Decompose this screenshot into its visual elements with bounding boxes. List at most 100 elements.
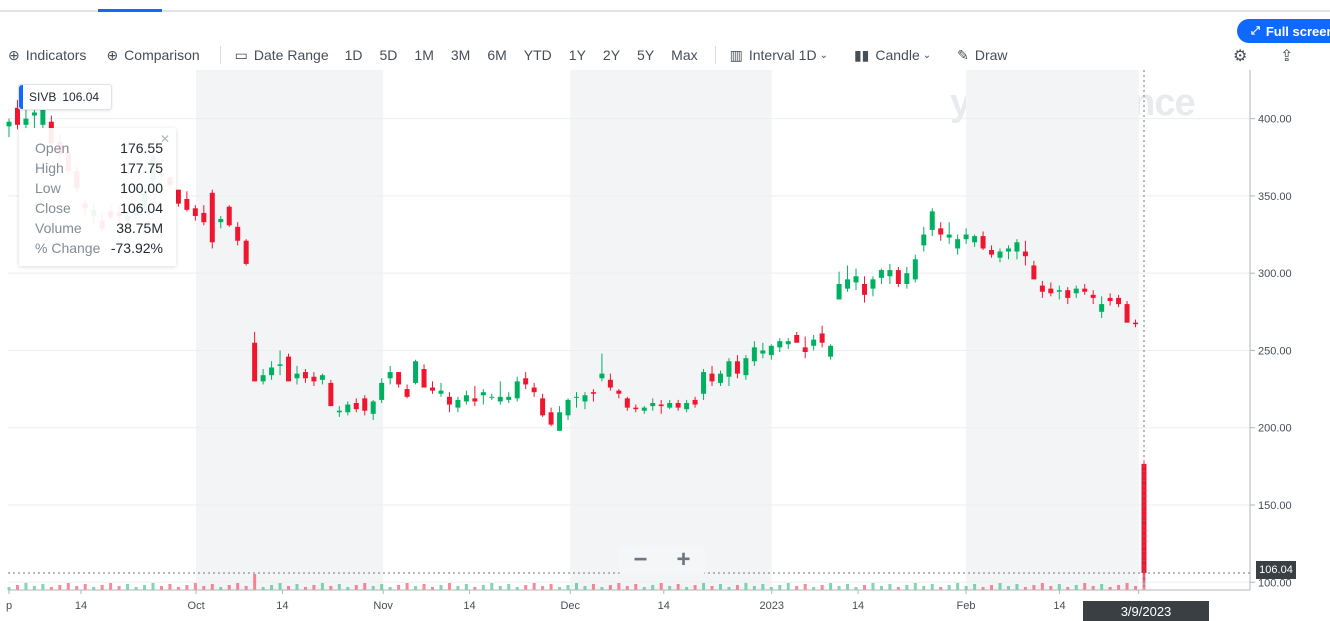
volume-bar — [735, 585, 739, 590]
candle-body — [1065, 290, 1071, 298]
volume-bar — [287, 586, 291, 590]
volume-bar — [752, 586, 756, 590]
full-screen-button[interactable]: ⤢ Full screen — [1237, 19, 1330, 43]
candle-body — [938, 228, 944, 235]
candle-body — [446, 396, 452, 405]
volume-bar — [481, 585, 485, 590]
interval-dropdown[interactable]: ▥ Interval 1D ⌄ — [730, 47, 834, 64]
range-max-button[interactable]: Max — [671, 47, 698, 63]
candle-body — [175, 189, 181, 204]
x-tick-label: Oct — [188, 600, 205, 612]
zoom-control: − + — [619, 545, 705, 575]
range-ytd-button[interactable]: YTD — [523, 47, 552, 63]
volume-bar — [1066, 587, 1070, 590]
candle-body — [972, 236, 978, 243]
interval-value: 1D — [798, 47, 817, 63]
volume-bar — [83, 584, 87, 590]
comparison-button[interactable]: ⊕ Comparison — [106, 47, 199, 64]
close-icon[interactable]: ✕ — [159, 132, 170, 146]
share-icon[interactable]: ⇪ — [1280, 48, 1294, 65]
candle-body — [23, 118, 29, 125]
volume-bar — [829, 583, 833, 590]
volume-bar — [371, 586, 375, 590]
open-label: Open — [35, 140, 70, 156]
volume-bar — [126, 584, 130, 590]
range-2y-button[interactable]: 2Y — [602, 47, 621, 63]
volume-bar — [896, 587, 900, 590]
symbol-legend[interactable]: SIVB 106.04 — [18, 84, 113, 110]
candle-body — [582, 395, 588, 402]
interval-label: Interval — [748, 47, 795, 63]
range-5y-button[interactable]: 5Y — [637, 47, 655, 63]
range-1m-button[interactable]: 1M — [414, 47, 434, 63]
volume-bar — [185, 585, 189, 590]
candle-body — [540, 398, 546, 416]
candle-body — [751, 347, 757, 362]
range-1y-button[interactable]: 1Y — [568, 47, 586, 63]
chart-type-label: Candle — [875, 47, 920, 63]
range-5d-button[interactable]: 5D — [379, 47, 398, 63]
candle-body — [946, 234, 952, 238]
volume-bar — [100, 585, 104, 590]
candle-body — [514, 381, 520, 399]
volume-bar — [176, 587, 180, 590]
volume-bar — [1125, 583, 1129, 590]
volume-bar — [464, 584, 468, 590]
date-range-label: Date Range — [253, 47, 329, 63]
volume-bar — [820, 585, 824, 590]
price-chart[interactable]: 400.00 350.00 300.00 250.00 200.00 150.00 100.… — [0, 70, 1330, 621]
candle-body — [218, 219, 224, 223]
candle-body — [734, 361, 740, 374]
ohlc-high-row: High 177.75 — [35, 160, 163, 176]
volume-bar — [947, 585, 951, 590]
volume-bar — [685, 587, 689, 590]
zoom-in-button[interactable]: + — [676, 546, 691, 573]
volume-bar — [812, 587, 816, 590]
candle-body — [861, 284, 867, 295]
candle-body — [1039, 285, 1045, 292]
range-1d-button[interactable]: 1D — [344, 47, 363, 63]
x-tick-label: 14 — [852, 600, 864, 612]
high-label: High — [35, 160, 64, 176]
indicators-button[interactable]: ⊕ Indicators — [8, 47, 86, 64]
ohlc-close-row: Close 106.04 — [35, 200, 163, 216]
month-band — [570, 70, 772, 590]
volume-bar — [769, 587, 773, 590]
volume-bar — [956, 583, 960, 590]
volume-bar — [329, 586, 333, 590]
chart-type-dropdown[interactable]: ▮▮ Candle ⌄ — [854, 47, 937, 64]
range-6m-button[interactable]: 6M — [487, 47, 507, 63]
candle-body — [269, 367, 275, 376]
volume-bar — [1040, 583, 1044, 590]
x-tick-label: Nov — [373, 600, 393, 612]
draw-button[interactable]: ✎ Draw — [957, 47, 1007, 64]
settings-icon[interactable]: ⚙ — [1233, 48, 1248, 65]
range-3m-button[interactable]: 3M — [450, 47, 471, 63]
volume-bar — [888, 584, 892, 590]
volume-bar — [278, 583, 282, 590]
volume-bar — [109, 583, 113, 590]
candle-body — [895, 270, 901, 284]
candle-body — [963, 234, 969, 240]
candle-body — [794, 335, 800, 343]
candle-body — [506, 396, 512, 400]
volume-bar — [202, 586, 206, 590]
candle-body — [717, 373, 723, 383]
candle-body — [260, 375, 266, 382]
volume-bar — [930, 584, 934, 590]
volume-bar — [414, 586, 418, 590]
y-tick-label: 300.00 — [1258, 268, 1292, 280]
candle-body — [192, 208, 198, 216]
candle-body — [955, 239, 961, 249]
candle-body — [768, 345, 774, 356]
date-cursor-label: 3/9/2023 — [1083, 601, 1209, 621]
volume-bar — [447, 583, 451, 590]
volume-bar — [727, 587, 731, 590]
ohlc-low-row: Low 100.00 — [35, 180, 163, 196]
chevron-down-icon: ⌄ — [922, 49, 932, 61]
volume-bar — [591, 584, 595, 590]
candle-body — [836, 284, 842, 300]
date-range-button[interactable]: ▭ Date Range — [235, 47, 329, 64]
zoom-out-button[interactable]: − — [633, 546, 648, 573]
candle-body — [1073, 288, 1079, 294]
